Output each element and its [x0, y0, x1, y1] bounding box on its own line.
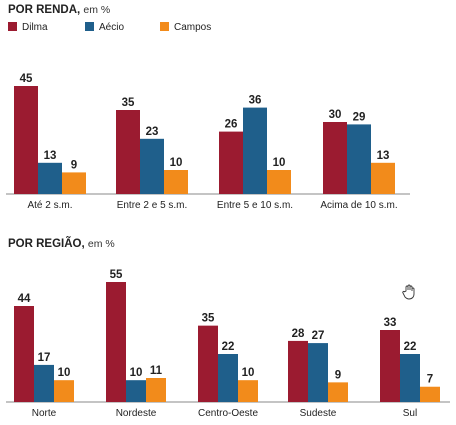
data-label-aecio-entre-5-e-10-s-m: 36 [249, 95, 262, 107]
data-label-campos-entre-2-e-5-s-m: 10 [170, 157, 183, 169]
category-label-entre-2-e-5-s-m: Entre 2 e 5 s.m. [117, 200, 188, 210]
legend-label-campos: Campos [174, 22, 212, 33]
legend-swatch-aecio [85, 22, 94, 31]
bar-campos-sul [420, 386, 440, 402]
bar-dilma-nordeste [106, 282, 126, 402]
data-label-aecio-ate-2-s-m: 13 [44, 150, 57, 162]
bar-dilma-sudeste [288, 340, 308, 402]
bar-dilma-entre-5-e-10-s-m [219, 131, 243, 194]
bar-dilma-entre-2-e-5-s-m [116, 110, 140, 194]
data-label-dilma-sudeste: 28 [292, 328, 305, 340]
bar-aecio-entre-5-e-10-s-m [243, 107, 267, 194]
bar-aecio-norte [34, 364, 54, 402]
category-label-sul: Sul [403, 408, 417, 419]
chart-2-title-text: POR REGIÃO, [8, 238, 85, 250]
data-label-campos-sul: 7 [427, 374, 433, 386]
legend-item-campos: Campos [160, 22, 211, 33]
data-label-aecio-centro-oeste: 22 [222, 341, 235, 353]
bar-campos-centro-oeste [238, 380, 258, 402]
bar-aecio-ate-2-s-m [38, 162, 62, 194]
bar-campos-ate-2-s-m [62, 172, 86, 194]
data-label-campos-norte: 10 [58, 367, 71, 379]
bar-dilma-sul [380, 330, 400, 402]
bar-campos-sudeste [328, 382, 348, 402]
bar-dilma-acima-de-10-s-m [323, 122, 347, 194]
chart-2-unit: em % [87, 238, 115, 250]
bar-campos-norte [54, 380, 74, 402]
bar-campos-entre-2-e-5-s-m [164, 170, 188, 194]
legend-label-aecio: Aécio [99, 22, 125, 33]
category-label-centro-oeste: Centro-Oeste [198, 408, 258, 419]
category-label-acima-de-10-s-m: Acima de 10 s.m. [320, 200, 397, 210]
data-label-aecio-entre-2-e-5-s-m: 23 [146, 126, 159, 138]
data-label-aecio-nordeste: 10 [130, 367, 143, 379]
data-label-dilma-acima-de-10-s-m: 30 [329, 109, 342, 121]
data-label-aecio-sul: 22 [404, 341, 417, 353]
data-label-dilma-centro-oeste: 35 [202, 313, 215, 325]
category-label-entre-5-e-10-s-m: Entre 5 e 10 s.m. [217, 200, 293, 210]
data-label-campos-ate-2-s-m: 9 [71, 159, 77, 171]
hand-cursor-icon [402, 284, 415, 300]
bar-dilma-centro-oeste [198, 325, 218, 402]
data-label-aecio-acima-de-10-s-m: 29 [353, 111, 366, 123]
bar-dilma-norte [14, 306, 34, 402]
data-label-dilma-ate-2-s-m: 45 [20, 73, 33, 85]
legend-item-dilma: Dilma [8, 22, 48, 33]
data-label-dilma-entre-5-e-10-s-m: 26 [225, 119, 238, 131]
bar-aecio-acima-de-10-s-m [347, 124, 371, 194]
bar-aecio-sul [400, 354, 420, 402]
bar-dilma-ate-2-s-m [14, 86, 38, 194]
legend-swatch-dilma [8, 22, 17, 31]
data-label-dilma-norte: 44 [18, 293, 31, 305]
data-label-aecio-sudeste: 27 [312, 330, 325, 342]
category-label-nordeste: Nordeste [116, 408, 157, 419]
bar-campos-entre-5-e-10-s-m [267, 170, 291, 194]
data-label-campos-entre-5-e-10-s-m: 10 [273, 157, 286, 169]
category-label-sudeste: Sudeste [300, 408, 337, 419]
bar-aecio-nordeste [126, 380, 146, 402]
chart-1-title-text: POR RENDA, [8, 4, 81, 16]
category-label-norte: Norte [32, 408, 57, 419]
legend-item-aecio: Aécio [85, 22, 124, 33]
bar-campos-acima-de-10-s-m [371, 162, 395, 194]
bar-campos-nordeste [146, 378, 166, 402]
renda-chart: 45 13 9 Até 2 s.m. 35 23 10 Entre 2 e 5 s.m. 26 3… [6, 73, 410, 210]
data-label-campos-nordeste: 11 [150, 365, 163, 377]
chart-2-title: POR REGIÃO, em % [8, 238, 115, 250]
data-label-dilma-nordeste: 55 [110, 269, 123, 281]
data-label-campos-acima-de-10-s-m: 13 [377, 150, 390, 162]
data-label-aecio-norte: 17 [38, 352, 51, 364]
category-label-ate-2-s-m: Até 2 s.m. [27, 200, 72, 210]
data-label-dilma-sul: 33 [384, 317, 397, 329]
chart-1-title: POR RENDA, em % [8, 4, 110, 16]
data-label-dilma-entre-2-e-5-s-m: 35 [122, 97, 135, 109]
bar-aecio-centro-oeste [218, 354, 238, 402]
legend-label-dilma: Dilma [22, 22, 48, 33]
chart-1-unit: em % [83, 4, 111, 16]
legend-swatch-campos [160, 22, 169, 31]
bar-aecio-sudeste [308, 343, 328, 402]
data-label-campos-sudeste: 9 [335, 369, 341, 381]
bar-aecio-entre-2-e-5-s-m [140, 138, 164, 194]
data-label-campos-centro-oeste: 10 [242, 367, 255, 379]
